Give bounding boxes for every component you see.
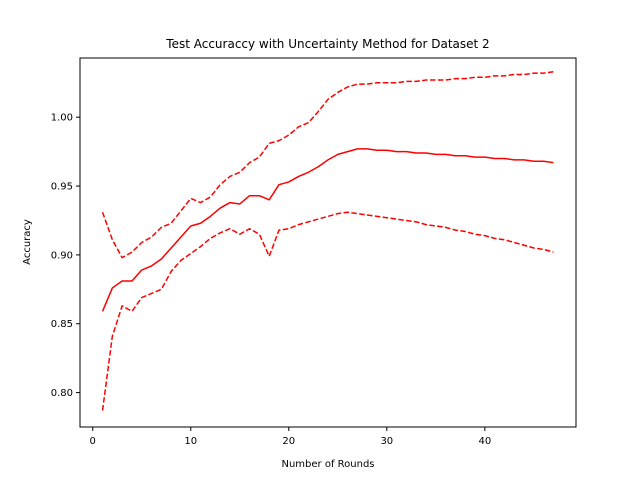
x-tick-label: 30 [380, 436, 393, 447]
axes-frame [79, 57, 577, 428]
chart-title: Test Accuraccy with Uncertainty Method f… [165, 37, 489, 51]
series-line-mean [101, 148, 554, 312]
x-tick-label: 10 [184, 436, 197, 447]
x-axis-title: Number of Rounds [281, 459, 374, 470]
series-line-upper-bound [101, 71, 554, 259]
y-tick-label: 0.85 [51, 319, 73, 330]
x-tick-label: 20 [282, 436, 295, 447]
x-tick-label: 0 [90, 436, 96, 447]
y-axis: 0.80 0.85 0.90 0.95 1.00 [51, 113, 80, 399]
y-tick-label: 0.80 [51, 388, 73, 399]
plot-area [79, 57, 577, 428]
x-tick-label: 40 [478, 436, 491, 447]
y-axis-title: Accuracy [22, 219, 33, 265]
series-layer [101, 71, 554, 411]
x-axis: 0 10 20 30 40 [90, 427, 491, 447]
y-tick-label: 0.95 [51, 182, 73, 193]
y-tick-label: 1.00 [51, 113, 73, 124]
y-tick-label: 0.90 [51, 250, 73, 261]
series-line-lower-bound [101, 211, 554, 411]
